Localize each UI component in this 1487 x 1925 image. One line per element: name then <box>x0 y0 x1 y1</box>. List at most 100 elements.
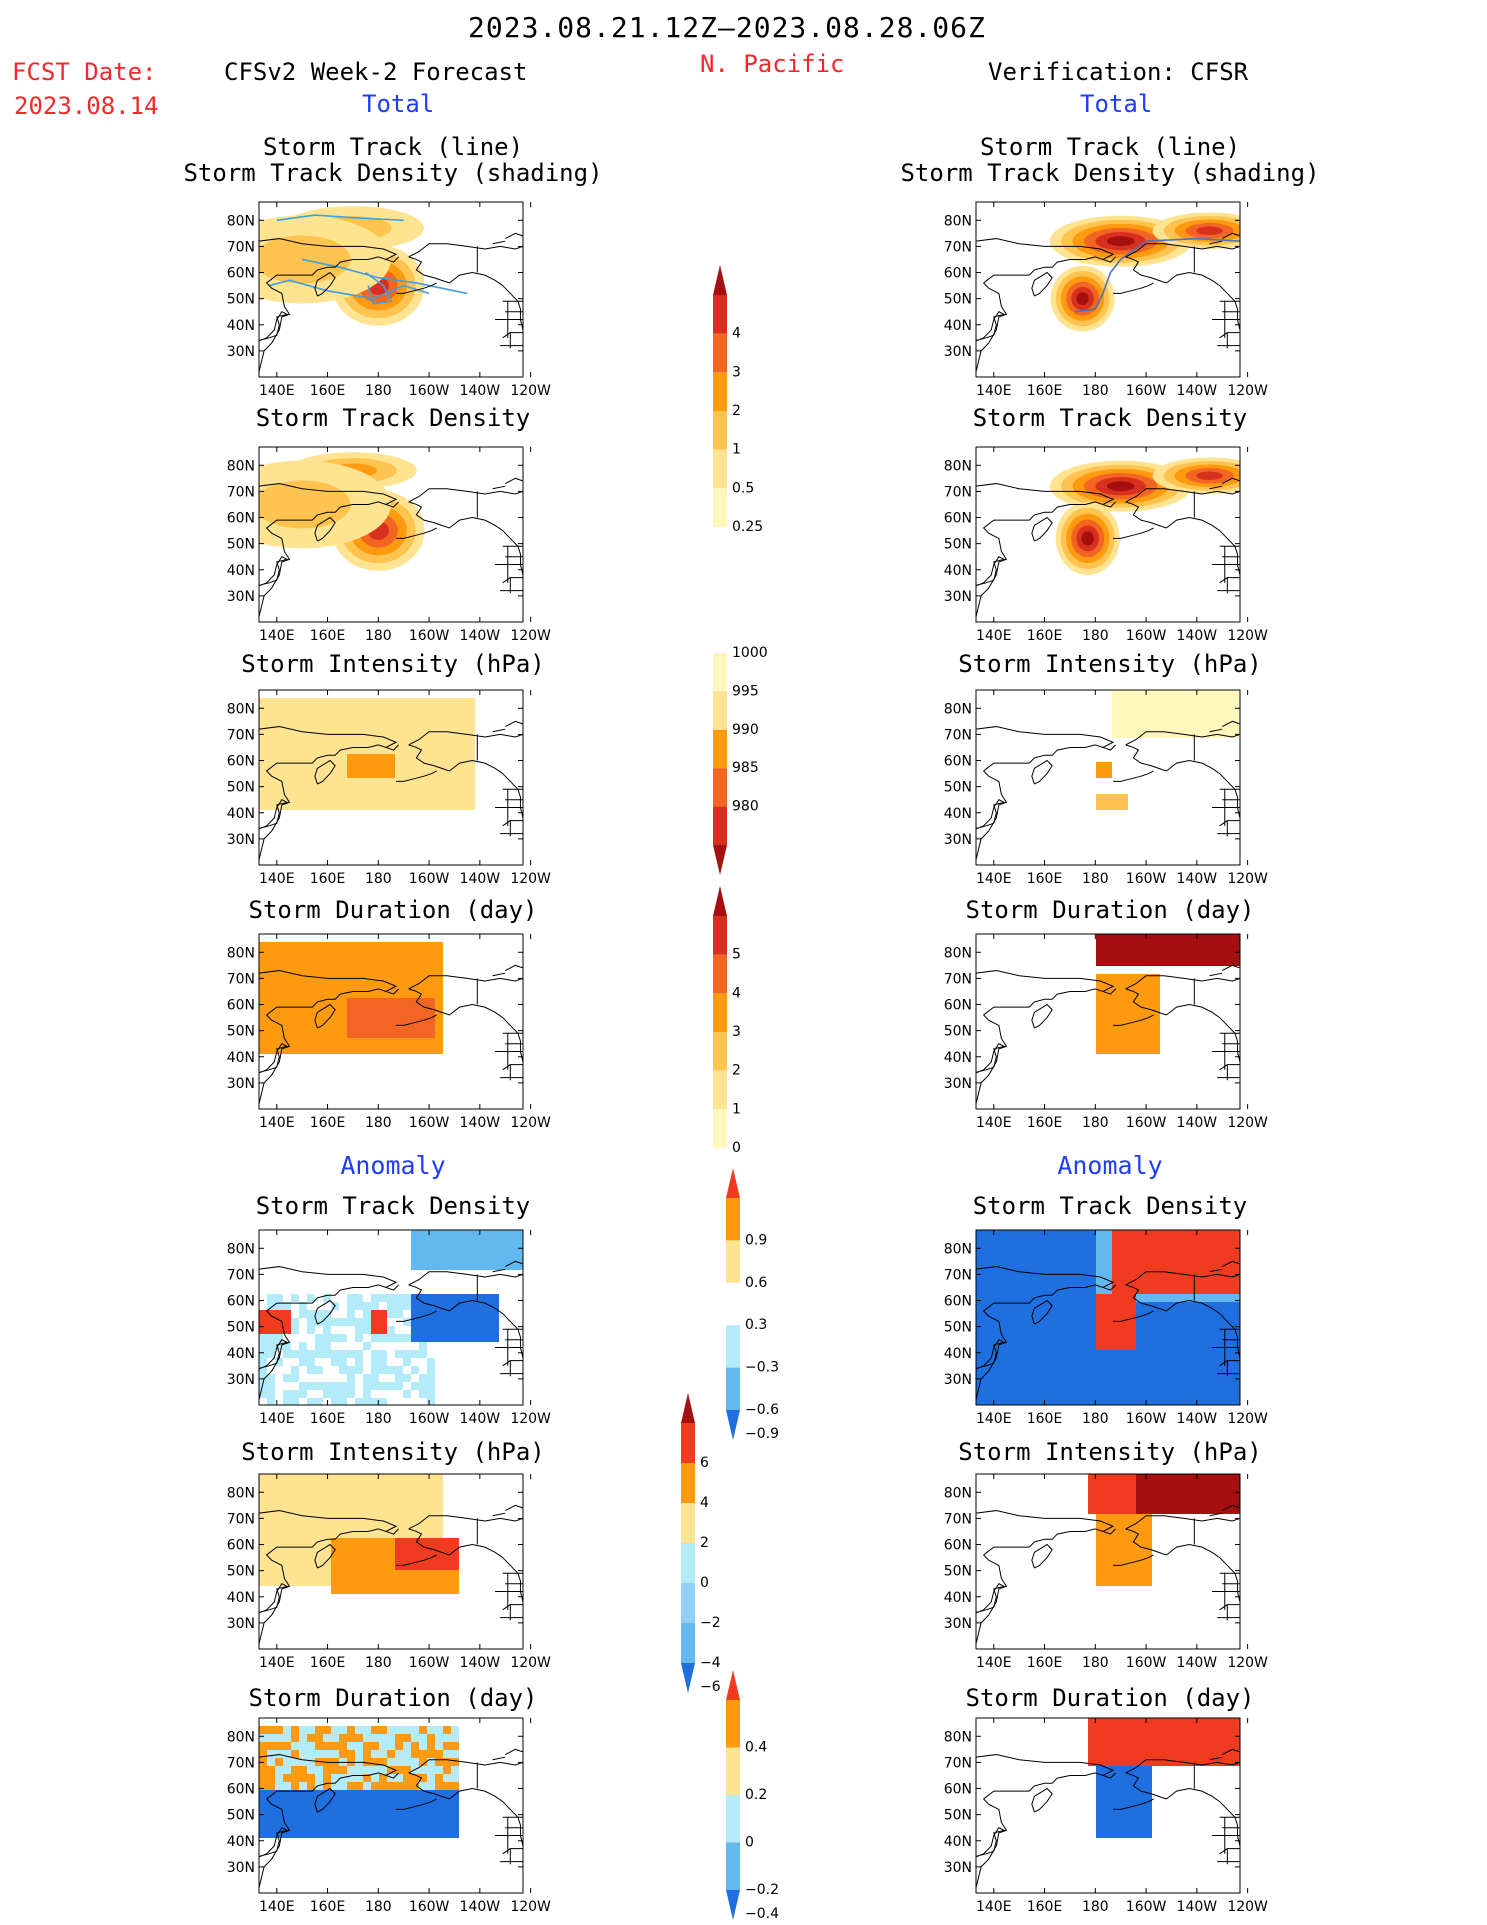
verification-title: Verification: CFSR <box>988 58 1249 86</box>
lat-tick-label: 60N <box>944 1782 972 1798</box>
lat-tick-label: 50N <box>944 292 972 308</box>
lon-tick-label: 140E <box>976 628 1012 644</box>
lon-tick-label: 120W <box>510 383 551 399</box>
lat-tick-label: 80N <box>227 701 255 717</box>
colorbar-label: 0.5 <box>732 480 754 496</box>
colorbar-label: 4 <box>700 1495 709 1511</box>
colorbar-label: 1000 <box>732 645 768 661</box>
colorbar-label: 5 <box>732 947 741 963</box>
lat-tick-label: 70N <box>944 1267 972 1283</box>
lat-tick-label: 60N <box>944 1294 972 1310</box>
colorbar-label: 2 <box>732 403 741 419</box>
lat-tick-label: 80N <box>227 1485 255 1501</box>
map-shading <box>259 942 523 1104</box>
colorbar-label: 985 <box>732 760 759 776</box>
lat-tick-label: 30N <box>227 589 255 605</box>
colorbar-label: 2 <box>732 1063 741 1079</box>
colorbar-label: 0 <box>700 1575 709 1591</box>
lat-tick-label: 30N <box>227 1616 255 1632</box>
lat-tick-label: 30N <box>227 1076 255 1092</box>
lat-tick-label: 70N <box>944 727 972 743</box>
lon-tick-label: 160W <box>409 1899 450 1915</box>
lat-tick-label: 70N <box>944 1755 972 1771</box>
lat-tick-label: 40N <box>227 1050 255 1066</box>
lon-tick-label: 160W <box>1126 1899 1167 1915</box>
lon-tick-label: 160W <box>409 1411 450 1427</box>
colorbar-label: 0 <box>732 1140 741 1156</box>
lon-tick-label: 140W <box>1177 383 1218 399</box>
lon-tick-label: 140W <box>1177 628 1218 644</box>
region-label: N. Pacific <box>700 50 845 78</box>
lat-tick-label: 70N <box>227 1267 255 1283</box>
total-label-right: Total <box>1080 90 1153 118</box>
lon-tick-label: 160E <box>1027 1655 1063 1671</box>
colorbar-intensity: 1000 995 990 985 980 <box>713 645 768 875</box>
lat-tick-label: 40N <box>944 1050 972 1066</box>
lon-tick-label: 140W <box>1177 1899 1218 1915</box>
lon-tick-label: 160W <box>409 383 450 399</box>
colorbar-label: 0.6 <box>745 1275 767 1291</box>
map-shading <box>976 690 1240 860</box>
lat-tick-label: 40N <box>227 806 255 822</box>
lon-tick-label: 120W <box>510 1411 551 1427</box>
lon-tick-label: 180 <box>1082 628 1109 644</box>
map-panel-l-0: 80N 70N 60N 50N 40N 30N 140E 160E 180 160W 140W 120… <box>227 201 551 399</box>
lon-tick-label: 140W <box>460 1115 501 1131</box>
lon-tick-label: 120W <box>1227 1655 1268 1671</box>
lat-tick-label: 40N <box>944 1834 972 1850</box>
lat-tick-label: 30N <box>227 344 255 360</box>
lat-tick-label: 50N <box>227 1564 255 1580</box>
lon-tick-label: 160E <box>310 383 346 399</box>
lon-tick-label: 180 <box>1082 1899 1109 1915</box>
map-shading <box>259 1726 523 1888</box>
lat-tick-label: 50N <box>944 1808 972 1824</box>
lon-tick-label: 160W <box>409 871 450 887</box>
lon-tick-label: 120W <box>1227 383 1268 399</box>
colorbar-label: 980 <box>732 799 759 815</box>
lon-tick-label: 120W <box>1227 871 1268 887</box>
lat-tick-label: 70N <box>227 1511 255 1527</box>
lat-tick-label: 80N <box>227 1729 255 1745</box>
lat-tick-label: 40N <box>227 318 255 334</box>
lat-tick-label: 30N <box>944 1616 972 1632</box>
lon-tick-label: 180 <box>365 383 392 399</box>
lat-tick-label: 50N <box>944 1564 972 1580</box>
panel-title-r1: Storm Track Density <box>972 404 1248 432</box>
map-panel-r-6: 80N 70N 60N 50N 40N 30N 140E 160E 180 160W 140W 120… <box>944 1717 1268 1915</box>
map-shading <box>976 1718 1240 1888</box>
lon-tick-label: 180 <box>365 1899 392 1915</box>
colorbar-anom-duration: 0.4 0.2 0 −0.2 −0.4 <box>726 1670 779 1922</box>
panel-title-l1: Storm Track Density <box>255 404 531 432</box>
panel-title-l5: Storm Intensity (hPa) <box>241 1438 545 1466</box>
lon-tick-label: 180 <box>365 1411 392 1427</box>
lat-tick-label: 80N <box>944 1485 972 1501</box>
lon-tick-label: 120W <box>510 1655 551 1671</box>
lon-tick-label: 160E <box>310 1655 346 1671</box>
colorbar-label: 0.4 <box>745 1740 767 1756</box>
colorbar-label: −0.2 <box>745 1882 779 1898</box>
map-panel-r-2: 80N 70N 60N 50N 40N 30N 140E 160E 180 160W 140W 120… <box>944 689 1268 887</box>
lon-tick-label: 180 <box>365 871 392 887</box>
colorbar-label: 0.25 <box>732 519 763 535</box>
lat-tick-label: 30N <box>227 1860 255 1876</box>
lat-tick-label: 40N <box>944 318 972 334</box>
lat-tick-label: 60N <box>944 754 972 770</box>
lon-tick-label: 120W <box>510 1899 551 1915</box>
colorbar-label: −2 <box>700 1615 721 1631</box>
colorbar-label: 1 <box>732 442 741 458</box>
colorbar-label: −0.3 <box>745 1360 779 1376</box>
map-panel-r-1: 80N 70N 60N 50N 40N 30N 140E 160E 180 160W 140W 120… <box>944 446 1268 644</box>
lat-tick-label: 70N <box>227 239 255 255</box>
map-shading <box>976 1230 1240 1405</box>
colorbar-duration: 5 4 3 2 1 0 <box>713 886 741 1156</box>
panel-title-l2: Storm Intensity (hPa) <box>241 650 545 678</box>
lat-tick-label: 80N <box>227 1241 255 1257</box>
panel-title-r2: Storm Intensity (hPa) <box>958 650 1262 678</box>
map-panel-l-1: 80N 70N 60N 50N 40N 30N 140E 160E 180 160W 140W 120… <box>227 446 551 644</box>
lat-tick-label: 50N <box>227 1320 255 1336</box>
map-panel-r-0: 80N 70N 60N 50N 40N 30N 140E 160E 180 160W 140W 120… <box>944 201 1268 399</box>
lon-tick-label: 180 <box>1082 383 1109 399</box>
lon-tick-label: 140W <box>1177 871 1218 887</box>
lat-tick-label: 40N <box>227 1346 255 1362</box>
lon-tick-label: 180 <box>1082 1411 1109 1427</box>
